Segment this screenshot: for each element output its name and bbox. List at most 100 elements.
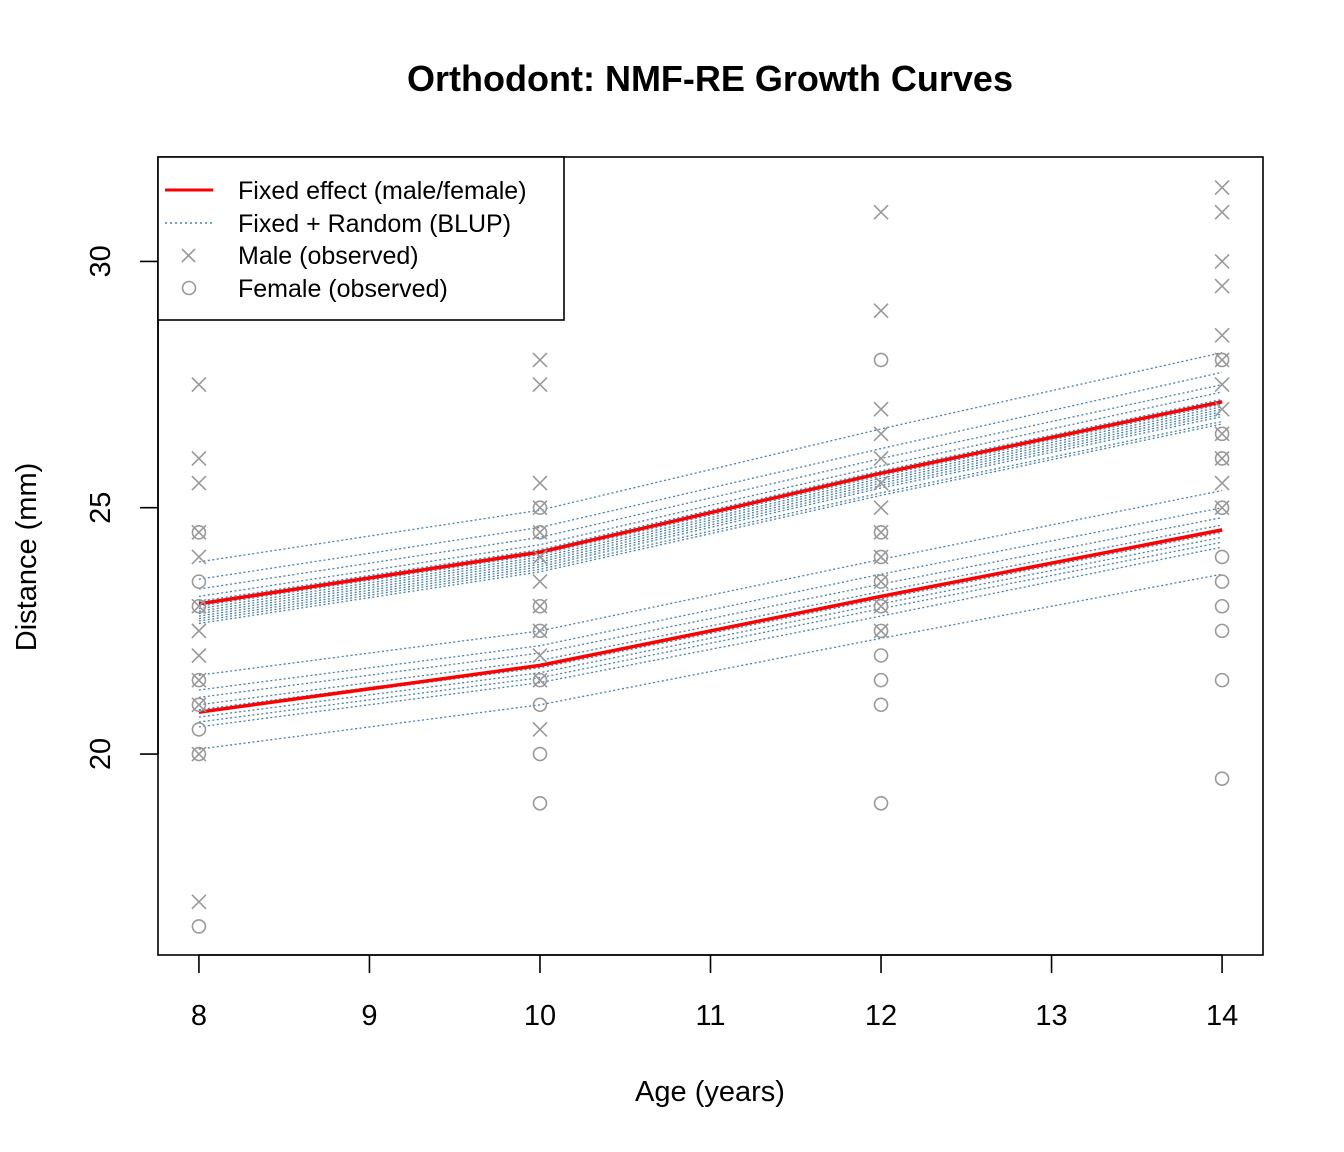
male-point-stroke — [873, 204, 889, 220]
male-point-stroke — [532, 647, 548, 664]
male-point — [191, 623, 207, 639]
male-point — [873, 475, 889, 491]
female-point — [1214, 771, 1230, 786]
male-point-stroke — [532, 721, 548, 737]
fixed-effect-curve-female — [198, 528, 1223, 714]
female-point — [873, 352, 889, 368]
x-tick-label: 8 — [191, 1000, 207, 1032]
blup-curves — [198, 351, 1223, 750]
blup-curve — [198, 403, 1223, 607]
legend: Fixed effect (male/female) Fixed + Rando… — [157, 156, 565, 321]
male-point-stroke — [532, 475, 548, 491]
blup-curve — [198, 423, 1223, 625]
male-point — [191, 377, 207, 393]
legend-box — [157, 156, 565, 321]
female-point — [1214, 549, 1230, 565]
male-point — [532, 574, 548, 590]
male-point — [1214, 327, 1230, 343]
blup-curve — [198, 383, 1223, 590]
female-point — [1214, 500, 1230, 516]
female-point — [532, 697, 548, 713]
male-point — [1214, 475, 1230, 491]
x-tick-label: 9 — [361, 1000, 377, 1032]
legend-fixed-label: Fixed effect (male/female) — [238, 177, 527, 205]
female-point — [1214, 623, 1230, 639]
female-point — [1214, 598, 1230, 614]
blup-curve — [198, 415, 1223, 620]
legend-female-label: Female (observed) — [238, 275, 448, 303]
female-point — [1214, 451, 1230, 466]
blup-curve — [198, 546, 1223, 728]
blup-curve — [198, 351, 1223, 563]
legend-female-marker — [181, 280, 197, 296]
female-point — [873, 598, 889, 614]
male-point — [532, 352, 548, 368]
male-point-stroke — [532, 549, 548, 565]
female-point — [873, 549, 889, 565]
male-point — [532, 475, 548, 491]
male-point — [532, 549, 548, 565]
male-point-stroke — [1214, 179, 1230, 196]
chart-title: Orthodont: NMF-RE Growth Curves — [407, 58, 1013, 99]
female-point — [532, 500, 548, 516]
male-point — [191, 475, 207, 491]
male-point-stroke — [1214, 253, 1230, 269]
male-point-stroke — [1214, 377, 1230, 393]
male-point-stroke — [1214, 327, 1230, 343]
y-axis-label: Distance (mm) — [11, 463, 43, 652]
male-point-stroke — [1214, 204, 1230, 220]
male-point — [873, 303, 889, 319]
female-point — [873, 525, 889, 540]
female-point — [1214, 574, 1230, 589]
x-axis: 8 9 10 11 12 13 14 — [191, 954, 1238, 1032]
male-point-stroke — [873, 500, 889, 516]
male-point-stroke — [1214, 401, 1230, 417]
x-tick-label: 14 — [1206, 1000, 1238, 1032]
y-tick-label: 25 — [85, 492, 117, 524]
female-point — [1214, 426, 1230, 442]
male-point-stroke — [873, 450, 889, 467]
blup-curve — [198, 398, 1223, 602]
female-point — [873, 574, 889, 589]
female-point — [873, 623, 889, 639]
blup-curve — [198, 524, 1223, 706]
blup-curve — [198, 371, 1223, 580]
blup-curve — [198, 413, 1223, 617]
blup-curve — [198, 507, 1223, 691]
y-tick-label: 30 — [85, 245, 117, 277]
female-point — [532, 672, 548, 688]
blup-curve — [198, 411, 1223, 615]
male-point-stroke — [191, 647, 207, 664]
male-point-stroke — [532, 574, 548, 590]
male-point-stroke — [191, 549, 207, 565]
male-point — [191, 450, 207, 467]
blup-curve — [198, 573, 1223, 750]
blup-curve — [198, 541, 1223, 723]
male-point — [532, 377, 548, 393]
male-point-stroke — [191, 475, 207, 491]
legend-male-marker — [181, 248, 196, 263]
male-point — [1214, 377, 1230, 393]
female-point — [191, 722, 207, 737]
x-axis-label: Age (years) — [635, 1076, 785, 1108]
x-tick-label: 13 — [1035, 1000, 1067, 1032]
male-point — [1214, 278, 1230, 294]
male-point — [1214, 253, 1230, 269]
x-tick-label: 12 — [865, 1000, 897, 1032]
x-tick-label: 11 — [695, 1000, 725, 1032]
male-point-stroke — [873, 401, 889, 417]
male-point — [873, 450, 889, 467]
male-point-stroke — [532, 352, 548, 368]
female-point — [191, 574, 207, 589]
male-point — [1214, 401, 1230, 417]
male-point — [873, 500, 889, 516]
y-axis: 20 25 30 — [85, 245, 159, 770]
female-point — [1214, 672, 1230, 688]
observed-points — [191, 179, 1230, 934]
male-point — [1214, 204, 1230, 220]
blup-curve — [198, 391, 1223, 598]
male-point-stroke — [873, 303, 889, 319]
male-point-stroke — [873, 475, 889, 491]
female-point — [532, 746, 548, 762]
male-point-stroke — [1214, 278, 1230, 294]
